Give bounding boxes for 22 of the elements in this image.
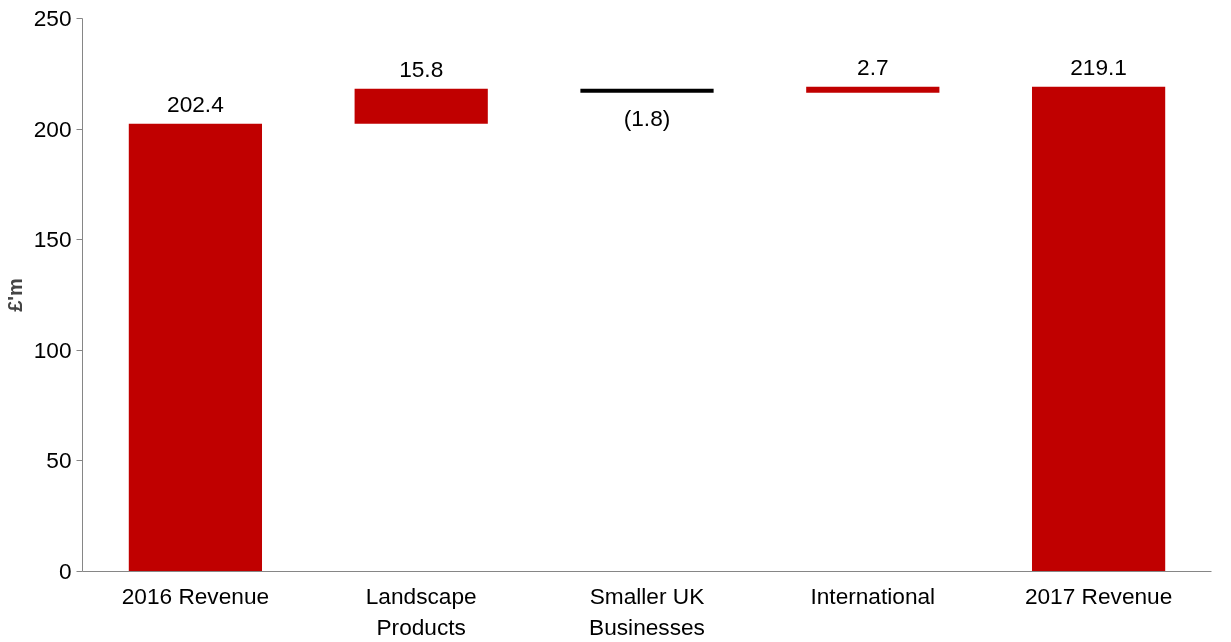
bar	[1031, 86, 1166, 572]
y-axis-title: £'m	[3, 278, 26, 312]
y-tick-label: 250	[33, 5, 72, 31]
bar	[806, 86, 940, 93]
x-tick-label: 2016 Revenue	[121, 582, 270, 609]
x-tick-label: 2017 Revenue	[1024, 582, 1173, 609]
data-label: 202.4	[167, 90, 224, 117]
data-label: 219.1	[1070, 53, 1127, 80]
bar	[354, 88, 488, 124]
y-tick-label: 0	[58, 558, 72, 584]
bar	[580, 88, 714, 93]
data-label: 15.8	[399, 55, 444, 82]
data-label: 2.7	[857, 53, 889, 80]
data-label: (1.8)	[623, 104, 671, 131]
bar	[128, 123, 263, 572]
y-tick-label: 150	[33, 226, 72, 253]
x-tick-label: International	[810, 582, 936, 609]
x-tick-label: Smaller UK Businesses	[589, 582, 705, 640]
y-tick-label: 100	[33, 336, 72, 363]
x-tick-label: Landscape Products	[365, 582, 477, 640]
y-tick-label: 200	[33, 115, 72, 142]
y-tick-label: 50	[46, 447, 72, 474]
